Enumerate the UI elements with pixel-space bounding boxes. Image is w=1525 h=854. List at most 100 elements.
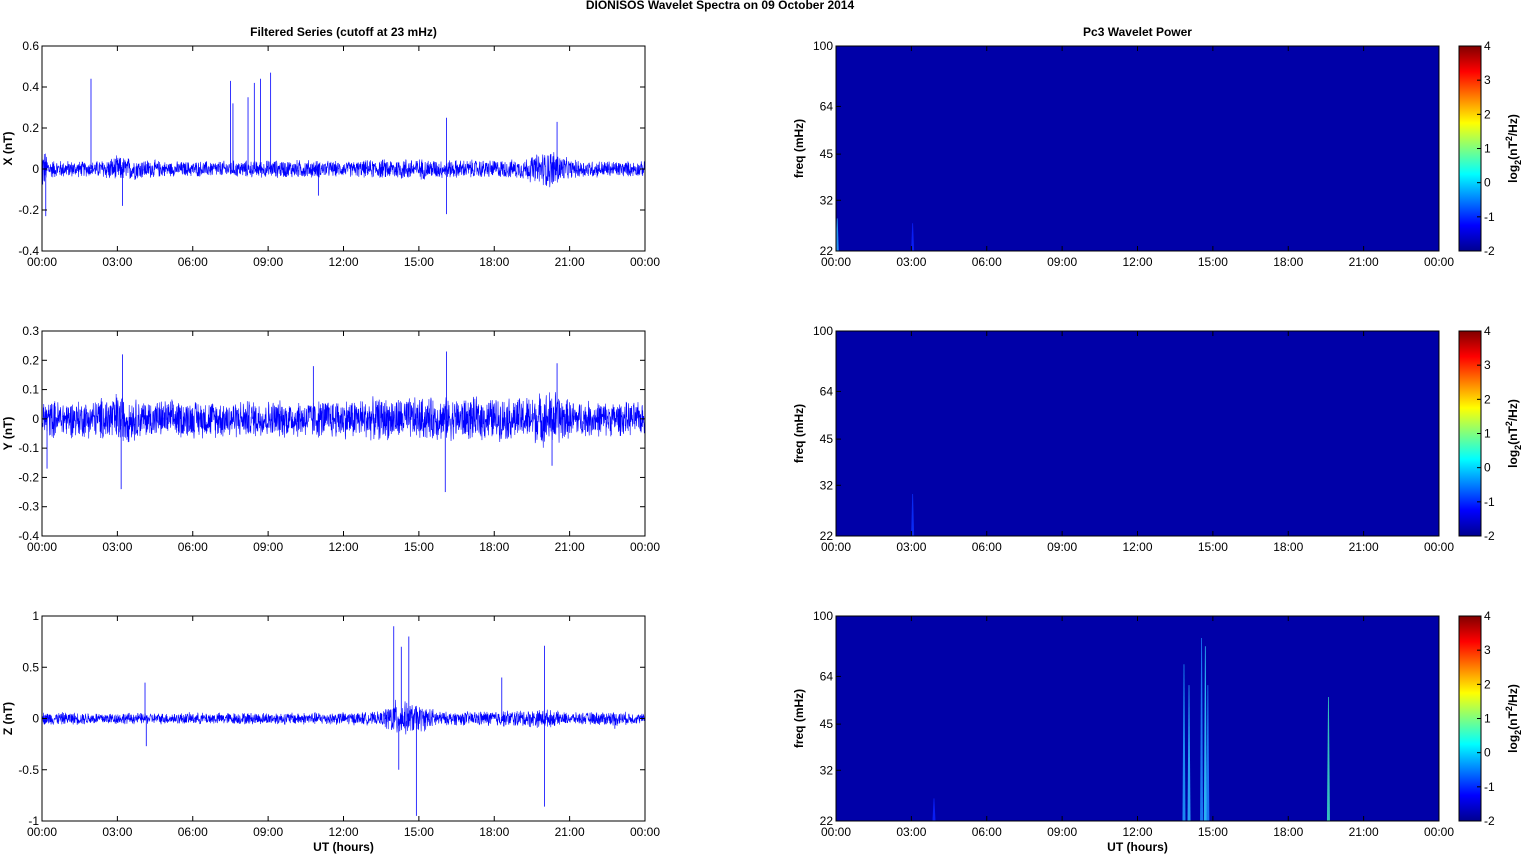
colorbar-tick-label: -1 bbox=[1484, 495, 1495, 509]
x-tick-label: 18:00 bbox=[1273, 255, 1303, 269]
x-tick-label: 03:00 bbox=[896, 255, 926, 269]
x-tick-label: 06:00 bbox=[972, 825, 1002, 839]
y-tick-label: 64 bbox=[820, 99, 834, 113]
y-axis-label: freq (mHz) bbox=[792, 689, 806, 748]
y-axis-label: Z (nT) bbox=[1, 702, 15, 735]
power-feature bbox=[1203, 646, 1207, 821]
colorbar-tick-label: 2 bbox=[1484, 107, 1491, 121]
heatmap-field bbox=[836, 616, 1439, 821]
colorbar-tick-label: 2 bbox=[1484, 677, 1491, 691]
x-tick-label: 03:00 bbox=[102, 255, 132, 269]
x-tick-label: 00:00 bbox=[630, 540, 660, 554]
x-tick-label: 12:00 bbox=[328, 255, 358, 269]
y-tick-label: 32 bbox=[820, 478, 834, 492]
y-tick-label: 45 bbox=[820, 432, 834, 446]
y-tick-label: -0.3 bbox=[18, 500, 39, 514]
colorbar-tick-label: 1 bbox=[1484, 427, 1491, 441]
x-tick-label: 12:00 bbox=[1122, 540, 1152, 554]
x-tick-label: 09:00 bbox=[1047, 255, 1077, 269]
y-tick-label: 0.2 bbox=[22, 353, 39, 367]
colorbar-label: log2(nT2/Hz) bbox=[1504, 684, 1523, 753]
x-tick-label: 15:00 bbox=[404, 825, 434, 839]
x-tick-label: 09:00 bbox=[253, 255, 283, 269]
y-tick-label: 22 bbox=[820, 529, 834, 543]
y-tick-label: 0.4 bbox=[22, 80, 39, 94]
y-tick-label: -0.2 bbox=[18, 470, 39, 484]
y-tick-label: 100 bbox=[813, 324, 833, 338]
y-tick-label: -0.1 bbox=[18, 441, 39, 455]
power-feature bbox=[911, 223, 915, 251]
x-tick-label: 06:00 bbox=[972, 255, 1002, 269]
colorbar-tick-label: -2 bbox=[1484, 814, 1495, 828]
x-tick-label: 15:00 bbox=[1198, 825, 1228, 839]
colorbar-tick-label: 3 bbox=[1484, 643, 1491, 657]
panel-title: Filtered Series (cutoff at 23 mHz) bbox=[250, 25, 437, 39]
y-tick-label: 1 bbox=[32, 609, 39, 623]
y-tick-label: -0.4 bbox=[18, 529, 39, 543]
power-feature bbox=[1206, 685, 1210, 821]
y-tick-label: -0.4 bbox=[18, 244, 39, 258]
x-tick-label: 18:00 bbox=[479, 255, 509, 269]
y-tick-label: 0 bbox=[32, 412, 39, 426]
x-tick-label: 00:00 bbox=[1424, 540, 1454, 554]
x-tick-label: 15:00 bbox=[1198, 255, 1228, 269]
power-feature bbox=[1182, 664, 1186, 821]
x-tick-label: 06:00 bbox=[178, 540, 208, 554]
colorbar-tick-label: -2 bbox=[1484, 244, 1495, 258]
colorbar-tick-label: 2 bbox=[1484, 392, 1491, 406]
y-tick-label: 32 bbox=[820, 193, 834, 207]
x-axis-label: UT (hours) bbox=[313, 840, 374, 854]
y-tick-label: 0.1 bbox=[22, 383, 39, 397]
x-tick-label: 12:00 bbox=[1122, 255, 1152, 269]
x-tick-label: 03:00 bbox=[896, 540, 926, 554]
y-tick-label: 32 bbox=[820, 763, 834, 777]
x-tick-label: 21:00 bbox=[555, 255, 585, 269]
y-tick-label: 64 bbox=[820, 384, 834, 398]
colorbar-tick-label: 4 bbox=[1484, 609, 1491, 623]
x-tick-label: 15:00 bbox=[404, 255, 434, 269]
x-tick-label: 03:00 bbox=[102, 825, 132, 839]
x-tick-label: 00:00 bbox=[821, 540, 851, 554]
y-tick-label: 100 bbox=[813, 609, 833, 623]
x-tick-label: 00:00 bbox=[1424, 825, 1454, 839]
y-tick-label: 0.2 bbox=[22, 121, 39, 135]
x-tick-label: 21:00 bbox=[555, 825, 585, 839]
y-tick-label: 0.3 bbox=[22, 324, 39, 338]
power-feature bbox=[835, 218, 839, 251]
x-tick-label: 15:00 bbox=[1198, 540, 1228, 554]
series-trace bbox=[42, 392, 645, 448]
x-tick-label: 12:00 bbox=[328, 540, 358, 554]
colorbar-tick-label: 1 bbox=[1484, 712, 1491, 726]
y-tick-label: 45 bbox=[820, 717, 834, 731]
x-tick-label: 00:00 bbox=[27, 825, 57, 839]
colorbar-tick-label: -1 bbox=[1484, 210, 1495, 224]
colorbar-label: log2(nT2/Hz) bbox=[1504, 399, 1523, 468]
x-tick-label: 18:00 bbox=[1273, 540, 1303, 554]
panels: -0.4-0.200.20.40.600:00 03:00 06:00 09:00 12… bbox=[1, 25, 1523, 854]
y-axis-label: X (nT) bbox=[1, 132, 15, 166]
heatmap-field bbox=[836, 46, 1439, 251]
x-tick-label: 18:00 bbox=[479, 825, 509, 839]
x-axis-label: UT (hours) bbox=[1107, 840, 1168, 854]
x-tick-label: 00:00 bbox=[821, 255, 851, 269]
y-tick-label: 0 bbox=[32, 162, 39, 176]
colorbar-tick-label: 0 bbox=[1484, 176, 1491, 190]
power-feature bbox=[911, 494, 915, 536]
y-tick-label: -1 bbox=[28, 814, 39, 828]
colorbar-tick-label: 1 bbox=[1484, 142, 1491, 156]
y-tick-label: 0 bbox=[32, 712, 39, 726]
x-tick-label: 12:00 bbox=[1122, 825, 1152, 839]
x-tick-label: 00:00 bbox=[27, 255, 57, 269]
y-tick-label: -0.2 bbox=[18, 203, 39, 217]
x-tick-label: 00:00 bbox=[1424, 255, 1454, 269]
colorbar-tick-label: 0 bbox=[1484, 461, 1491, 475]
power-feature bbox=[1187, 685, 1191, 821]
heatmap-field bbox=[836, 331, 1439, 536]
colorbar-tick-label: 3 bbox=[1484, 358, 1491, 372]
colorbar-tick-label: 0 bbox=[1484, 746, 1491, 760]
line-panel: -0.4 -0.3 -0.2 -0.1 0 0.1 0.2 0.3 00:00 03:00 06:0… bbox=[1, 324, 660, 554]
panel-title: Pc3 Wavelet Power bbox=[1083, 25, 1192, 39]
